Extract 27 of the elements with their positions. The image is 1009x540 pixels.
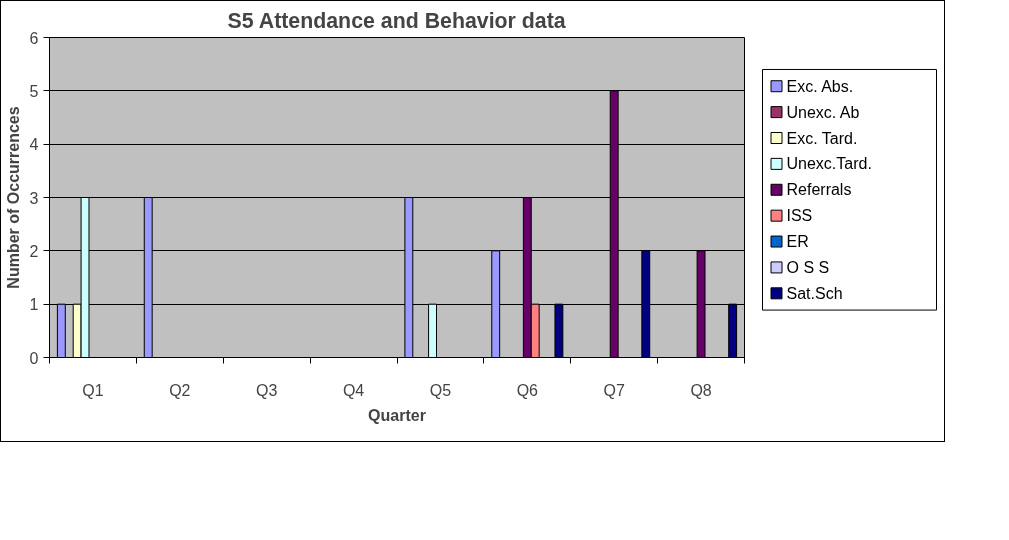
- legend-label: Referrals: [786, 181, 852, 199]
- legend-label: Unexc. Ab: [786, 103, 860, 121]
- y-tick-label: 0: [29, 349, 39, 367]
- legend-label: ER: [786, 233, 809, 251]
- x-tick-label: Q4: [342, 381, 365, 399]
- chart-title: S5 Attendance and Behavior data: [227, 8, 566, 33]
- y-tick-label: 4: [29, 136, 39, 154]
- x-axis-title: Quarter: [368, 406, 426, 424]
- y-axis-title: Number of Occurrences: [4, 106, 22, 289]
- x-tick-label: Q5: [429, 381, 452, 399]
- x-tick-label: Q2: [169, 381, 191, 399]
- y-tick-label: 5: [29, 82, 39, 100]
- y-tick-label: 6: [29, 29, 39, 47]
- y-tick-label: 2: [29, 242, 39, 260]
- y-tick-label: 3: [29, 189, 39, 207]
- legend-label: Exc. Tard.: [786, 129, 858, 147]
- legend-label: Sat.Sch: [786, 284, 843, 302]
- x-tick-label: Q3: [256, 381, 278, 399]
- x-tick-label: Q8: [690, 381, 712, 399]
- x-tick-label: Q7: [603, 381, 625, 399]
- x-tick-label: Q1: [82, 381, 104, 399]
- legend-label: O S S: [786, 258, 830, 276]
- legend-label: Exc. Abs.: [786, 77, 854, 95]
- y-tick-label: 1: [29, 296, 39, 314]
- legend-label: ISS: [786, 207, 813, 225]
- x-tick-label: Q6: [516, 381, 539, 399]
- legend-label: Unexc.Tard.: [786, 155, 872, 173]
